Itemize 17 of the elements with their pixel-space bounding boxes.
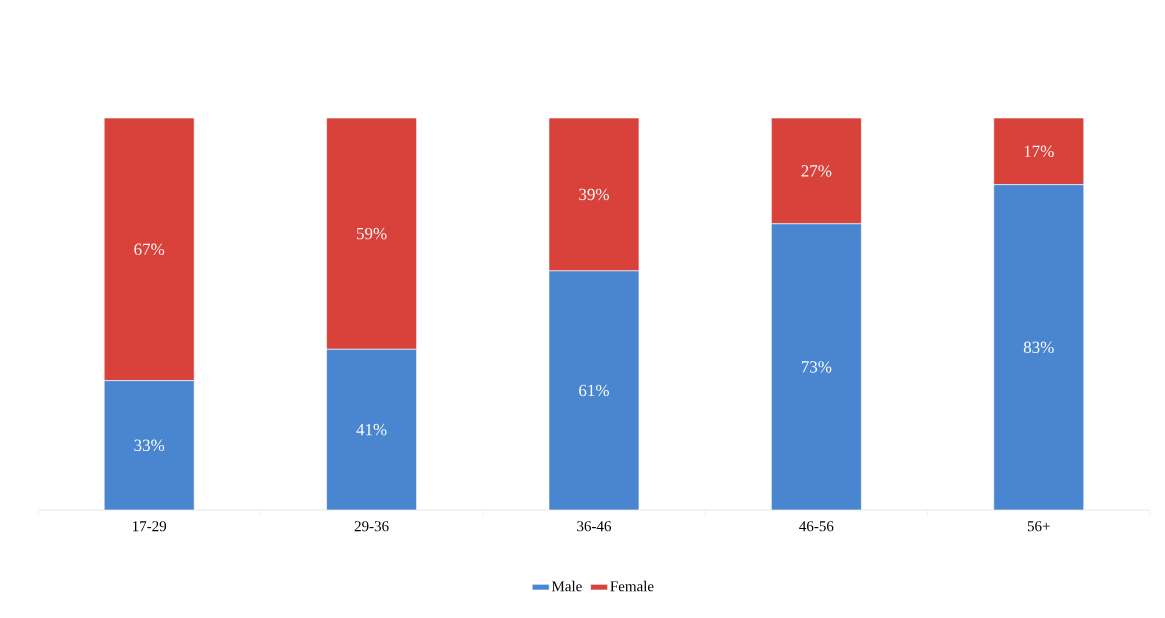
data-label: 33% [134,439,165,452]
x-tick-label: 17-29 [133,521,167,532]
data-label: 17% [1024,145,1054,158]
legend-label: Female [610,580,654,592]
legend-label: Male [551,580,582,592]
data-label: 67% [134,243,165,256]
data-label: 41% [356,423,387,436]
x-tick-label: 36-46 [577,521,612,532]
x-tick-label: 29-36 [354,521,389,532]
data-label: 59% [356,227,387,240]
data-label: 83% [1023,341,1054,354]
data-label: 73% [801,361,832,373]
data-label: 39% [579,188,609,201]
data-label: 27% [801,165,832,177]
x-tick-label: 46-56 [799,521,834,532]
x-tick-label: 56+ [1027,521,1050,532]
data-label: 61% [579,384,609,397]
